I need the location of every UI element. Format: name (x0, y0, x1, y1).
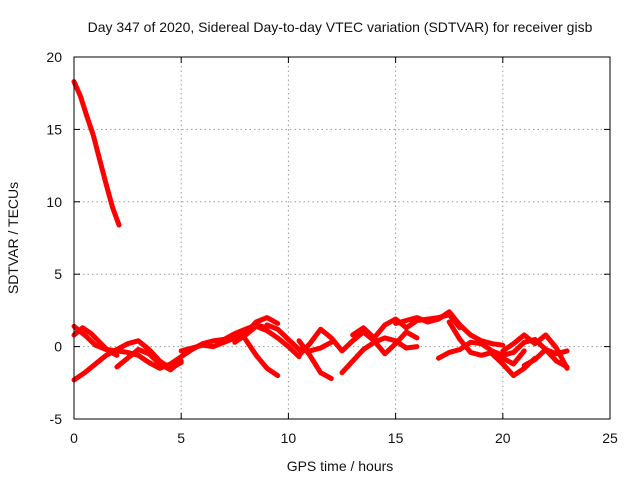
series-line-arc-e (178, 315, 281, 354)
series-group (71, 79, 570, 383)
x-tick-label: 20 (495, 430, 511, 446)
x-axis-label: GPS time / hours (287, 458, 394, 474)
y-tick-label: 0 (54, 339, 62, 355)
y-tick-label: -5 (50, 411, 63, 427)
y-tick-label: 5 (54, 266, 62, 282)
y-axis-label: SDTVAR / TECUs (5, 182, 21, 294)
series-line-arc-k (339, 335, 420, 376)
x-tick-label: 5 (177, 430, 185, 446)
x-tick-label: 15 (388, 430, 404, 446)
series-line-arc-m (393, 309, 506, 348)
x-tick-label: 25 (602, 430, 618, 446)
series-line-arc-g (243, 336, 281, 379)
series-line-arc-h (264, 322, 334, 354)
x-tick-label: 0 (70, 430, 78, 446)
series-line-arc-j (296, 338, 334, 381)
series-line-arc-o (446, 319, 527, 367)
series-line-arc-q (500, 332, 570, 371)
series-line-arc-r (521, 347, 570, 370)
series-line-arc-high (71, 79, 122, 228)
chart-title: Day 347 of 2020, Sidereal Day-to-day VTE… (88, 19, 593, 35)
tick-labels: 0 5 10 15 20 25 -5 0 5 10 15 20 (46, 49, 618, 446)
x-tick-label: 10 (281, 430, 297, 446)
y-tick-label: 10 (46, 194, 62, 210)
series-line-arc-d (114, 347, 184, 373)
series-line-arc-c (71, 325, 120, 358)
plot-border (73, 56, 611, 420)
y-tick-label: 20 (46, 49, 62, 65)
series-line-arc-f (232, 323, 302, 360)
y-tick-label: 15 (46, 121, 62, 137)
plot-frame (73, 56, 611, 420)
